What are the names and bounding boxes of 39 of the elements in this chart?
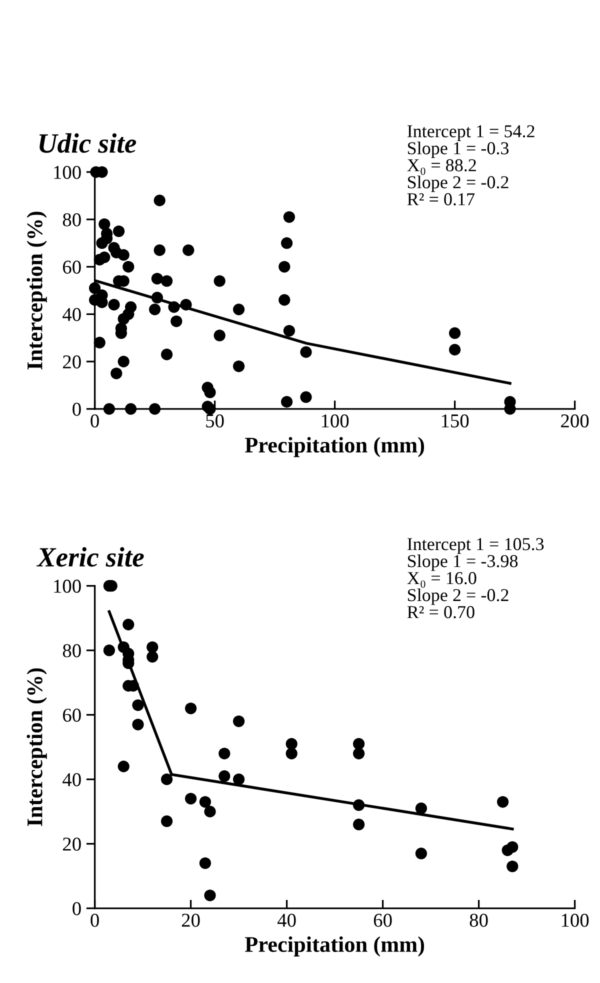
y-tick-label: 0: [72, 902, 81, 916]
y-tick-label: 40: [62, 773, 81, 786]
annotation: R² = 0.17: [407, 193, 475, 206]
y-tick-label: 40: [62, 308, 81, 322]
y-tick-label: 20: [63, 838, 81, 851]
text: Slope 1 = -0.3: [408, 142, 509, 158]
x-tick-label: 100: [322, 414, 349, 428]
text: Slope 1 = -3.98: [408, 554, 518, 571]
x-tick-label: 80: [470, 914, 488, 927]
annotation: X₀ = 88.2: [407, 159, 476, 175]
text: Intercept 1 = 105.3: [407, 538, 544, 554]
x-tick-label: 40: [277, 914, 296, 927]
y-tick-label: 20: [63, 355, 81, 368]
x-axis-title: Precipitation (mm): [244, 436, 424, 458]
text: Intercept 1 = 54.2: [407, 125, 534, 142]
annotation: Slope 2 = -0.2: [408, 588, 508, 605]
y-tick-label: 0: [72, 402, 81, 416]
y-tick-label: 100: [54, 580, 81, 593]
annotation: X₀ = 16.0: [407, 572, 476, 588]
x-tick-label: 20: [182, 914, 200, 927]
annotation: R² = 0.70: [407, 606, 474, 618]
x-tick-label: 100: [562, 914, 589, 927]
x-tick-label: 50: [206, 414, 224, 428]
chart-title: Xeric site: [36, 547, 144, 567]
x-tick-label: 0: [90, 414, 99, 428]
y-tick-label: 80: [62, 644, 81, 658]
x-tick-label: 0: [90, 914, 99, 927]
y-tick-label: 60: [62, 708, 81, 722]
x-axis-title: Precipitation (mm): [244, 936, 424, 956]
y-axis-title: Interception (%): [26, 212, 47, 370]
x-tick-label: 200: [561, 414, 589, 428]
x-tick-label: 60: [374, 914, 392, 927]
y-tick-label: 100: [54, 166, 81, 179]
annotation: Slope 2 = -0.2: [408, 176, 508, 192]
y-tick-label: 60: [62, 260, 81, 274]
y-axis-title: Interception (%): [26, 668, 47, 826]
x-tick-label: 150: [442, 414, 469, 428]
y-tick-label: 80: [62, 213, 81, 226]
chart-title: Udic site: [39, 133, 136, 153]
